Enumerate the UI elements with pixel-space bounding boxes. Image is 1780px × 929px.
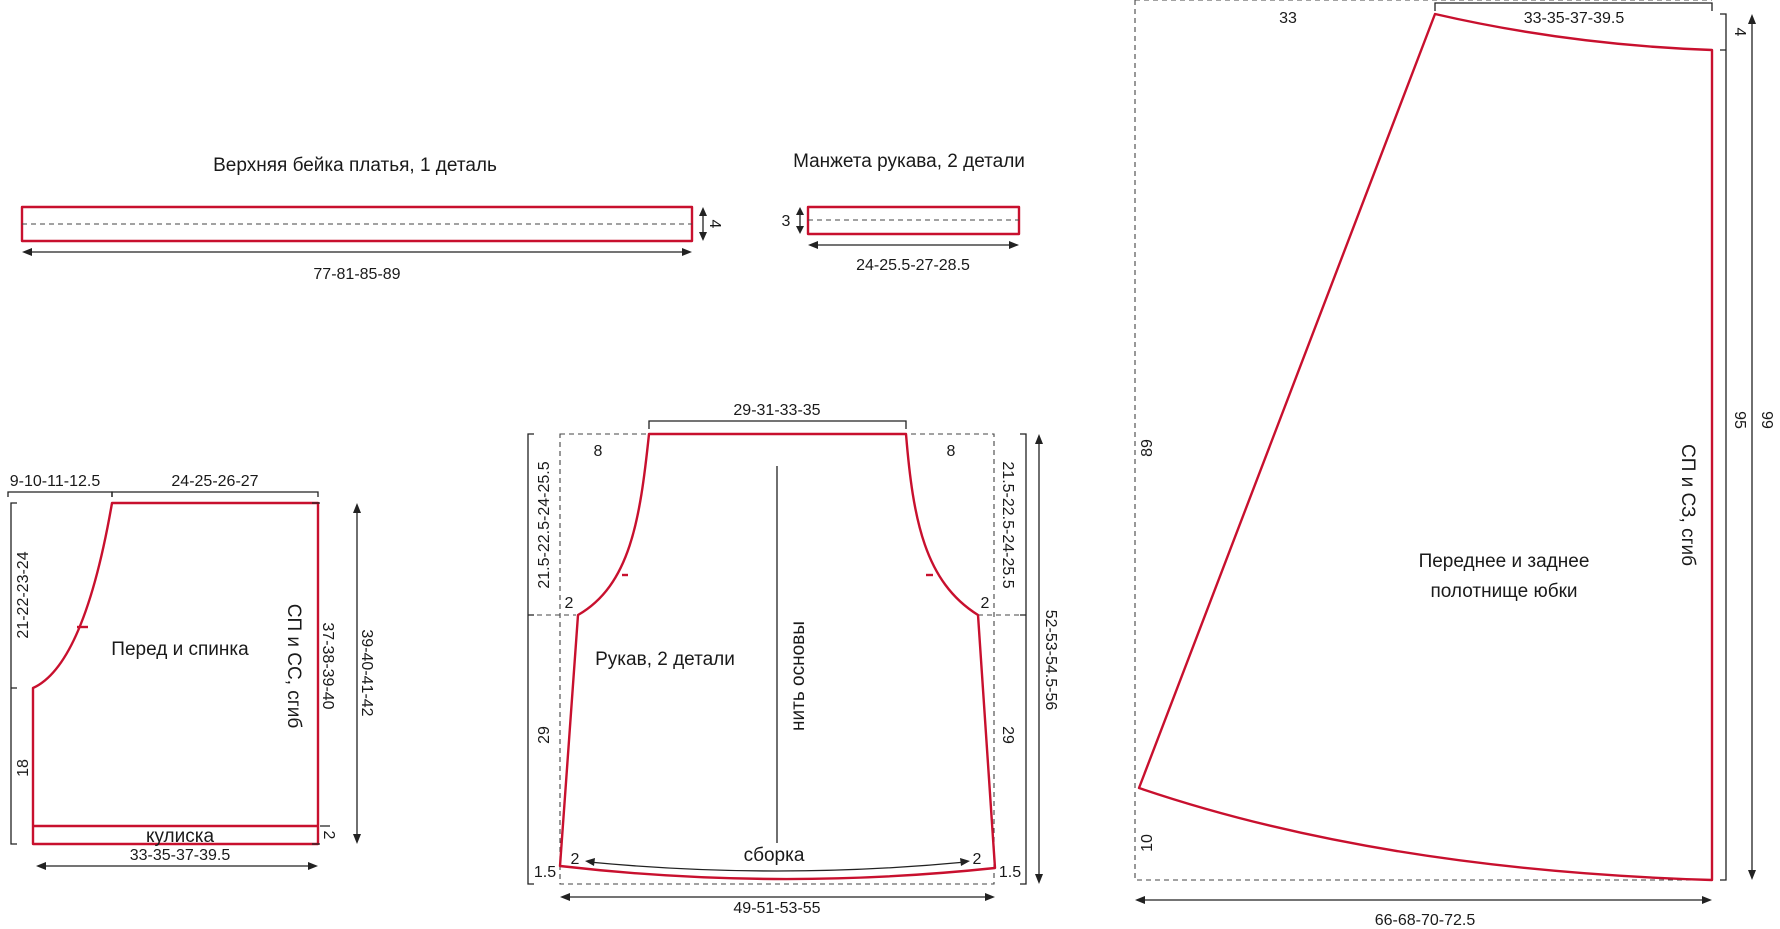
bodice-title: Перед и спинка (111, 639, 249, 660)
bodice-left-bracket (10, 502, 17, 845)
bodice-top-right-bracket (111, 491, 319, 497)
cuff-piece: Манжета рукава, 2 детали 3 24-25.5-27-28… (782, 151, 1025, 274)
sleeve-bottom-left-offset: 2 (571, 851, 580, 868)
sleeve-left-side-height: 29 (536, 726, 553, 744)
bodice-casing-width-label: 2 (320, 831, 337, 840)
cuff-height-label: 3 (782, 213, 791, 230)
skirt-waist-drop-label: 4 (1731, 28, 1748, 37)
sleeve-top-left-offset: 8 (594, 443, 603, 460)
sleeve-title: Рукав, 2 детали (595, 649, 735, 670)
sleeve-top-bracket (648, 420, 907, 429)
sleeve-underarm-right: 2 (981, 595, 990, 612)
sleeve-right-bracket (1020, 433, 1027, 885)
sleeve-right-cap-height: 21.5-22.5-24-25.5 (999, 461, 1016, 588)
bodice-right-ticks (312, 502, 330, 845)
cuff-title: Манжета рукава, 2 детали (793, 151, 1025, 172)
skirt-piece: 33 33-35-37-39.5 4 95 99 СП и СЗ, сгиб 8… (1134, 0, 1775, 929)
skirt-total-height-label: 99 (1758, 411, 1775, 429)
bodice-casing-label: кулиска (146, 826, 215, 847)
skirt-top-right-label: 33-35-37-39.5 (1524, 10, 1625, 27)
skirt-bottom-label: 66-68-70-72.5 (1375, 912, 1476, 929)
sleeve-top-label: 29-31-33-35 (733, 402, 820, 419)
top-band-title: Верхняя бейка платья, 1 деталь (213, 155, 497, 176)
sleeve-top-right-offset: 8 (947, 443, 956, 460)
sleeve-total-height-label: 52-53-54.5-56 (1042, 610, 1059, 711)
skirt-top-left-label: 33 (1279, 10, 1297, 27)
sleeve-gather-arrow (588, 861, 967, 872)
bodice-total-height-label: 39-40-41-42 (358, 629, 375, 716)
top-band-height-label: 4 (706, 220, 723, 229)
bodice-fold-height-label: 37-38-39-40 (319, 622, 336, 709)
skirt-title-line1: Переднее и заднее (1419, 551, 1590, 572)
bodice-side-label: 18 (15, 759, 32, 777)
skirt-outline (1137, 12, 1714, 882)
sleeve-bottom-right-offset: 2 (973, 851, 982, 868)
sleeve-outline (558, 432, 997, 881)
bodice-bottom-label: 33-35-37-39.5 (130, 847, 231, 864)
bodice-top-left-label: 9-10-11-12.5 (10, 473, 101, 490)
sleeve-piece: нить основы Рукав, 2 детали 29-31-33-35 … (527, 402, 1059, 917)
sleeve-left-bracket (527, 433, 534, 885)
sleeve-right-side-height: 29 (999, 726, 1016, 744)
skirt-left-height-label: 89 (1139, 439, 1156, 457)
bodice-piece: 9-10-11-12.5 24-25-26-27 21-22-23-24 18 … (7, 473, 375, 870)
sleeve-left-hem: 1.5 (534, 864, 556, 881)
skirt-top-right-bracket (1434, 2, 1713, 11)
top-band-piece: Верхняя бейка платья, 1 деталь 77-81-85-… (20, 155, 723, 283)
sleeve-left-cap-height: 21.5-22.5-24-25.5 (536, 461, 553, 588)
bodice-top-right-label: 24-25-26-27 (171, 473, 258, 490)
sleeve-underarm-left: 2 (565, 595, 574, 612)
bodice-outline (31, 501, 320, 846)
skirt-fold-label: СП и СЗ, сгиб (1677, 444, 1698, 566)
sleeve-bottom-label: 49-51-53-55 (733, 900, 820, 917)
bodice-top-left-bracket (7, 491, 113, 497)
sleeve-gather-label: сборка (744, 845, 805, 866)
skirt-title-line2: полотнище юбки (1430, 581, 1577, 602)
bodice-fold-label: СП и СС, сгиб (283, 604, 304, 729)
skirt-fold-height-label: 95 (1731, 411, 1748, 429)
bodice-armhole-label: 21-22-23-24 (15, 551, 32, 638)
skirt-hem-drop-label: 10 (1139, 834, 1156, 852)
cuff-width-label: 24-25.5-27-28.5 (856, 257, 970, 274)
skirt-bounding-box (1134, 0, 1712, 881)
top-band-width-label: 77-81-85-89 (313, 266, 400, 283)
sleeve-right-hem: 1.5 (999, 864, 1021, 881)
skirt-right-bracket (1720, 13, 1727, 881)
sleeve-grain-label: нить основы (788, 621, 809, 731)
